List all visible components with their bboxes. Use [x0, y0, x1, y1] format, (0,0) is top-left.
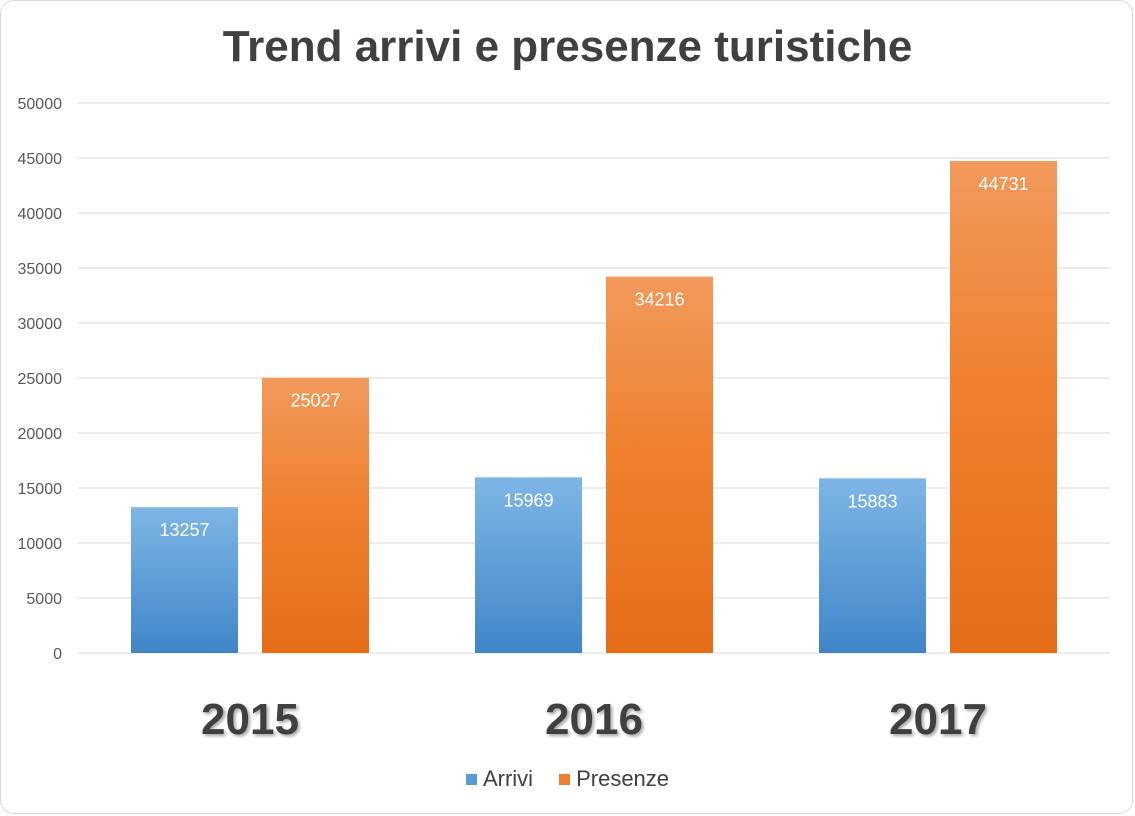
data-label: 15883: [847, 491, 897, 511]
bar-presenze-2015: [262, 377, 369, 653]
y-tick-label: 0: [53, 646, 62, 663]
y-tick-label: 45000: [18, 151, 63, 168]
y-tick-label: 35000: [18, 261, 63, 278]
x-tick-label: 2017: [889, 695, 987, 744]
x-axis-ticks: 2015 2016 2017: [201, 695, 987, 744]
bar-arrivi-2015: [131, 507, 238, 653]
gridlines: [78, 102, 1110, 654]
y-tick-label: 40000: [18, 206, 63, 223]
data-label: 34216: [634, 290, 684, 310]
x-tick-label: 2015: [201, 695, 299, 744]
data-labels: 13257 25027 15969 34216 15883 44731: [159, 174, 1028, 540]
bar-presenze-2016: [606, 276, 713, 653]
chart-title: Trend arrivi e presenze turistiche: [222, 22, 913, 71]
y-tick-label: 25000: [18, 371, 63, 388]
bar-presenze-2017: [950, 160, 1057, 654]
x-tick-label: 2016: [545, 695, 643, 744]
bar-arrivi-2016: [475, 477, 582, 653]
legend-swatch-arrivi: [465, 773, 477, 785]
data-label: 13257: [159, 520, 209, 540]
y-tick-label: 50000: [18, 96, 63, 113]
legend-label-presenze: Presenze: [576, 766, 670, 791]
y-tick-label: 20000: [18, 426, 63, 443]
bar-arrivi-2017: [819, 478, 926, 653]
legend: Arrivi Presenze: [0, 766, 1135, 792]
y-axis-ticks: 0 5000 10000 15000 20000 25000 30000 35000 40000…: [18, 96, 63, 663]
y-tick-label: 15000: [18, 481, 63, 498]
legend-item-arrivi[interactable]: Arrivi: [465, 766, 534, 792]
data-label: 44731: [978, 174, 1028, 194]
legend-item-presenze[interactable]: Presenze: [559, 766, 669, 792]
bars: [131, 160, 1057, 654]
y-tick-label: 30000: [18, 316, 63, 333]
legend-label-arrivi: Arrivi: [482, 766, 534, 791]
data-label: 25027: [290, 391, 340, 411]
data-label: 15969: [503, 490, 553, 510]
legend-swatch-presenze: [559, 773, 571, 785]
y-tick-label: 5000: [26, 591, 62, 608]
y-tick-label: 10000: [18, 536, 63, 553]
